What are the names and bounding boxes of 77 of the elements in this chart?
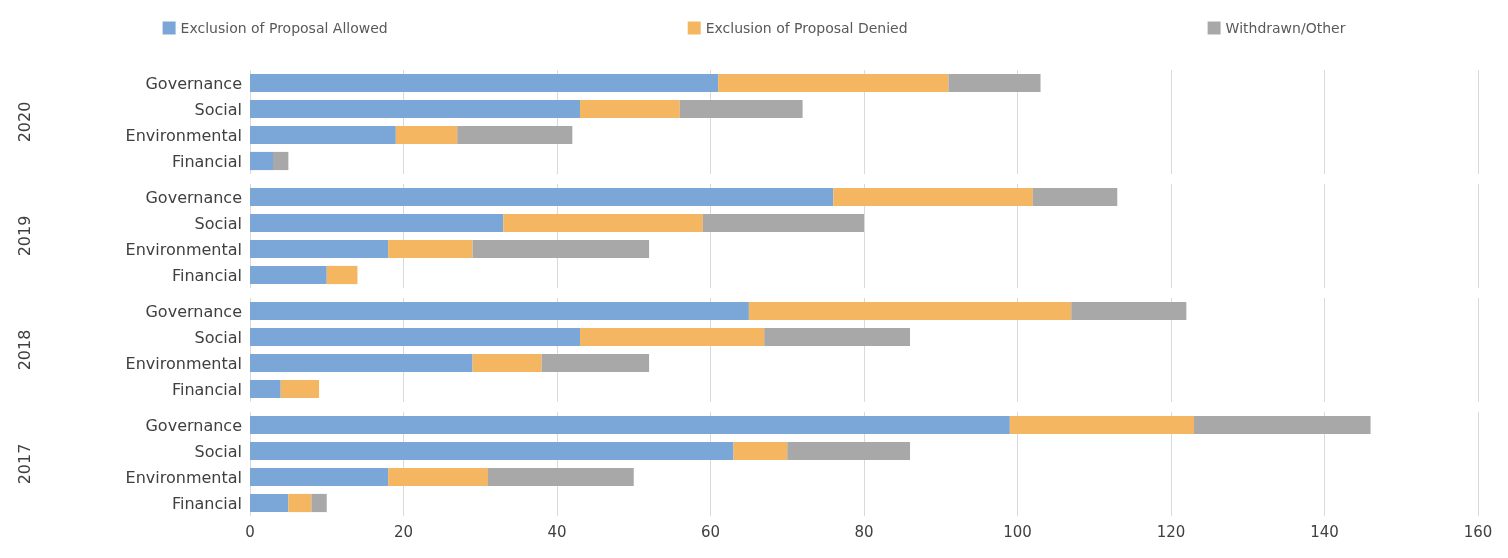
bar bbox=[250, 73, 719, 93]
bar bbox=[1032, 187, 1118, 207]
x-tick-label: 20 bbox=[393, 522, 414, 541]
bar bbox=[948, 73, 1041, 93]
bar bbox=[718, 73, 949, 93]
bar bbox=[250, 379, 281, 399]
bar bbox=[395, 125, 458, 145]
bar bbox=[326, 265, 358, 285]
bar bbox=[250, 187, 834, 207]
y-tick-label: Governance bbox=[145, 73, 242, 93]
y-tick-label: Financial bbox=[171, 493, 242, 513]
bar bbox=[787, 441, 911, 461]
bar bbox=[388, 239, 473, 259]
bar bbox=[250, 415, 1010, 435]
bar bbox=[541, 353, 650, 373]
bar bbox=[250, 467, 389, 487]
bar bbox=[702, 213, 864, 233]
x-tick-label: 100 bbox=[1003, 522, 1032, 541]
y-tick-label: Environmental bbox=[125, 467, 242, 487]
bar bbox=[1194, 415, 1371, 435]
x-tick-label: 120 bbox=[1156, 522, 1186, 541]
x-tick-label: 60 bbox=[700, 522, 721, 541]
x-tick-label: 140 bbox=[1310, 522, 1339, 541]
y-axis-title: 2018 bbox=[14, 329, 34, 371]
y-axis-title: 2017 bbox=[14, 443, 34, 485]
legend-label: Withdrawn/Other bbox=[1225, 20, 1346, 36]
y-tick-label: Environmental bbox=[125, 239, 242, 259]
bar bbox=[679, 99, 803, 119]
bar bbox=[1071, 301, 1187, 321]
bar bbox=[1009, 415, 1195, 435]
x-tick-label: 0 bbox=[245, 522, 255, 541]
bar bbox=[311, 493, 327, 513]
y-tick-label: Governance bbox=[145, 301, 242, 321]
y-tick-label: Governance bbox=[145, 415, 242, 435]
bar bbox=[388, 467, 488, 487]
bar bbox=[250, 327, 581, 347]
bar bbox=[250, 239, 389, 259]
bar bbox=[580, 99, 680, 119]
bar bbox=[280, 379, 320, 399]
bar bbox=[487, 467, 634, 487]
bar bbox=[250, 99, 581, 119]
x-tick-label: 40 bbox=[547, 522, 567, 541]
bar bbox=[273, 151, 289, 171]
y-tick-label: Social bbox=[194, 213, 242, 233]
bar bbox=[733, 441, 788, 461]
y-tick-label: Financial bbox=[171, 379, 242, 399]
y-tick-label: Governance bbox=[145, 187, 242, 207]
bar bbox=[288, 493, 312, 513]
bar bbox=[250, 125, 396, 145]
bar bbox=[250, 213, 504, 233]
y-axis-title: 2019 bbox=[14, 215, 34, 257]
bar bbox=[472, 353, 542, 373]
y-tick-label: Environmental bbox=[125, 353, 242, 373]
y-tick-label: Social bbox=[194, 327, 242, 347]
legend-label: Exclusion of Proposal Allowed bbox=[180, 20, 388, 36]
y-tick-label: Financial bbox=[171, 151, 242, 171]
y-axis-title: 2020 bbox=[14, 101, 34, 143]
bar bbox=[748, 301, 1072, 321]
y-tick-label: Environmental bbox=[125, 125, 242, 145]
bar bbox=[457, 125, 573, 145]
bar bbox=[250, 151, 274, 171]
legend-label: Exclusion of Proposal Denied bbox=[705, 20, 908, 36]
bar bbox=[250, 493, 289, 513]
y-tick-label: Social bbox=[194, 99, 242, 119]
bar bbox=[250, 265, 327, 285]
bar bbox=[250, 353, 473, 373]
y-tick-label: Social bbox=[194, 441, 242, 461]
bar bbox=[250, 301, 749, 321]
bar bbox=[580, 327, 765, 347]
x-tick-label: 160 bbox=[1463, 522, 1493, 541]
x-tick-label: 80 bbox=[854, 522, 874, 541]
bar bbox=[833, 187, 1033, 207]
bar bbox=[503, 213, 703, 233]
bar bbox=[472, 239, 650, 259]
y-tick-label: Financial bbox=[171, 265, 242, 285]
bar bbox=[250, 441, 734, 461]
bar bbox=[764, 327, 911, 347]
